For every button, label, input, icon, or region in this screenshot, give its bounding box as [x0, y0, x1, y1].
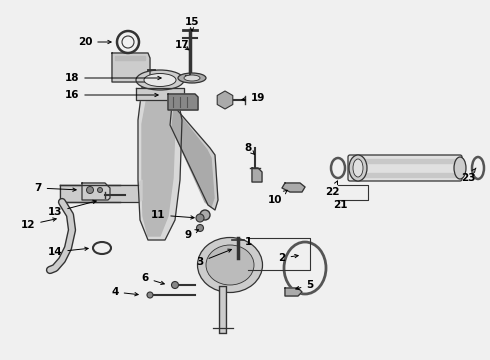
Polygon shape: [115, 56, 145, 60]
FancyBboxPatch shape: [348, 155, 462, 181]
Text: 21: 21: [333, 200, 347, 210]
Polygon shape: [285, 288, 302, 296]
Ellipse shape: [178, 73, 206, 83]
Text: 11: 11: [151, 210, 194, 220]
Ellipse shape: [98, 188, 102, 193]
Polygon shape: [252, 168, 262, 182]
Polygon shape: [60, 180, 142, 202]
Polygon shape: [112, 53, 150, 82]
Ellipse shape: [184, 75, 200, 81]
Ellipse shape: [197, 238, 263, 292]
Text: 3: 3: [196, 249, 231, 267]
Ellipse shape: [122, 36, 134, 48]
Text: 13: 13: [48, 200, 96, 217]
Text: 7: 7: [34, 183, 76, 193]
Polygon shape: [170, 104, 218, 210]
Ellipse shape: [144, 73, 176, 86]
Text: 19: 19: [242, 93, 265, 103]
Text: 23: 23: [461, 168, 476, 183]
Ellipse shape: [353, 159, 363, 177]
Ellipse shape: [200, 210, 210, 220]
Text: 5: 5: [296, 280, 314, 290]
Text: 1: 1: [245, 237, 252, 247]
Ellipse shape: [147, 292, 153, 298]
Text: 4: 4: [111, 287, 138, 297]
Text: 2: 2: [278, 253, 298, 263]
Text: 22: 22: [325, 181, 339, 197]
Text: 20: 20: [78, 37, 111, 47]
Ellipse shape: [196, 225, 203, 231]
Ellipse shape: [196, 214, 204, 222]
Text: 10: 10: [268, 190, 287, 205]
Text: 6: 6: [142, 273, 164, 284]
Text: 18: 18: [65, 73, 161, 83]
Ellipse shape: [87, 186, 94, 194]
Text: 14: 14: [48, 247, 88, 257]
Ellipse shape: [136, 70, 184, 90]
Text: 16: 16: [65, 90, 158, 100]
Polygon shape: [282, 183, 305, 192]
Polygon shape: [142, 92, 175, 236]
Polygon shape: [138, 88, 182, 240]
Ellipse shape: [172, 282, 178, 288]
Ellipse shape: [206, 245, 254, 285]
Text: 12: 12: [21, 218, 56, 230]
Polygon shape: [136, 88, 184, 100]
Ellipse shape: [349, 155, 367, 181]
Ellipse shape: [454, 157, 466, 179]
Polygon shape: [172, 108, 214, 207]
Polygon shape: [168, 94, 198, 110]
Text: 15: 15: [185, 17, 199, 31]
Text: 17: 17: [175, 40, 189, 50]
Text: 9: 9: [184, 230, 198, 240]
Polygon shape: [82, 183, 110, 200]
Text: 8: 8: [245, 143, 254, 154]
